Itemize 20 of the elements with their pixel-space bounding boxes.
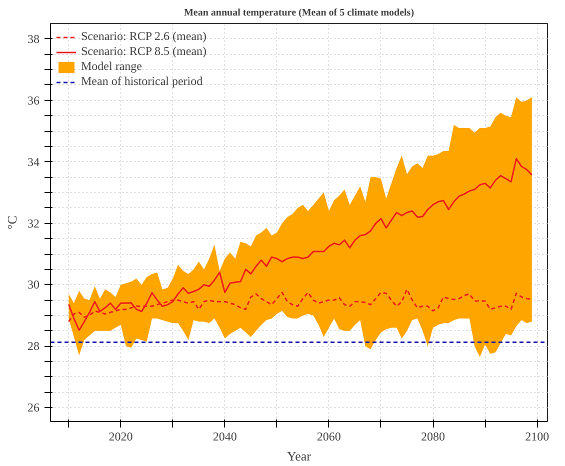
x-tick-label: 2100 — [525, 430, 550, 444]
x-axis-title: Year — [287, 448, 312, 464]
legend-label: Mean of historical period — [81, 74, 203, 89]
y-tick-label: 26 — [28, 400, 40, 415]
y-tick-label: 30 — [28, 278, 40, 292]
x-tick-label: 2020 — [108, 430, 133, 444]
y-tick-label: 32 — [28, 216, 40, 230]
legend-label: Model range — [81, 59, 142, 74]
x-tick-label: 2060 — [316, 430, 341, 444]
line-series — [68, 158, 533, 331]
x-tick-label: 2040 — [212, 430, 237, 444]
y-axis-title: °C — [4, 216, 20, 230]
chart-title: Mean annual temperature (Mean of 5 climate models) — [184, 8, 414, 18]
y-tick-label: 38 — [28, 32, 40, 46]
y-tick-label: 34 — [28, 154, 40, 169]
legend-label: Scenario: RCP 2.6 (mean) — [81, 29, 207, 44]
y-tick-label: 36 — [28, 93, 40, 108]
legend-label: Scenario: RCP 8.5 (mean) — [81, 44, 207, 59]
y-tick-label: 28 — [28, 339, 40, 354]
x-tick-label: 2080 — [421, 430, 446, 444]
